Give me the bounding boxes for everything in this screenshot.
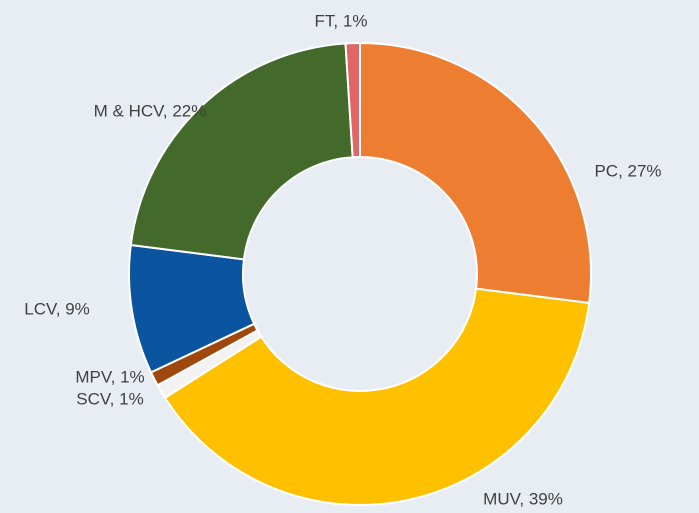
data-label: LCV, 9% [24, 299, 90, 318]
data-label: PC, 27% [594, 161, 661, 180]
slice: PC [359, 41, 592, 305]
slice: FT [344, 41, 361, 159]
slice: M & HCV [129, 42, 354, 261]
data-label: SCV, 1% [76, 389, 143, 408]
data-label: MUV, 39% [483, 489, 563, 508]
data-label: MPV, 1% [75, 367, 144, 386]
slice: MUV [163, 287, 591, 506]
data-label: FT, 1% [315, 11, 368, 30]
data-label: M & HCV, 22% [94, 101, 207, 120]
